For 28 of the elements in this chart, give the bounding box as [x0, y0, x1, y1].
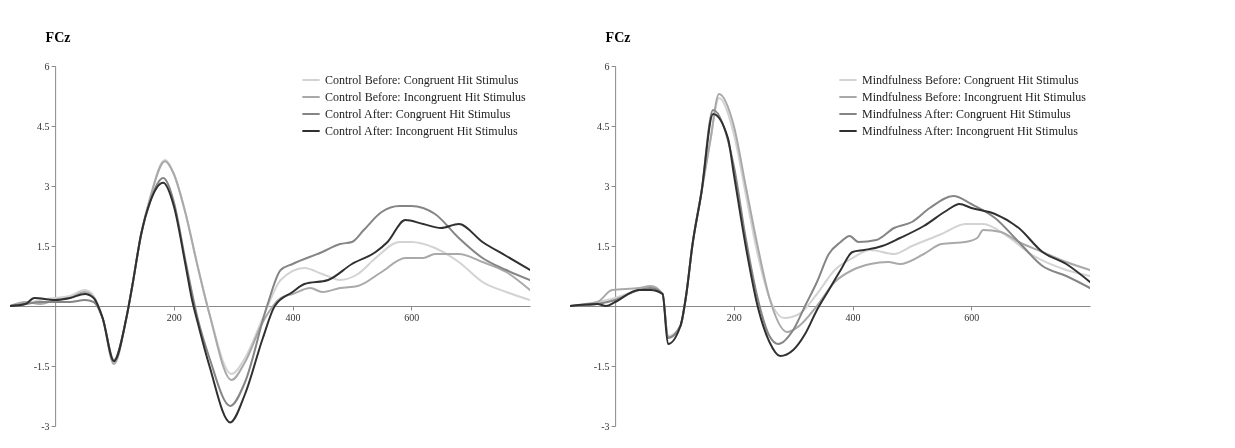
legend-label: Control After: Congruent Hit Stimulus: [325, 107, 511, 121]
x-tick-label: 600: [404, 311, 420, 323]
x-tick-label: 600: [964, 311, 980, 323]
legend-label: Mindfulness After: Congruent Hit Stimulus: [862, 107, 1071, 121]
y-tick-label: -3: [601, 420, 610, 432]
y-tick-label: -3: [41, 420, 50, 432]
legend-label: Mindfulness After: Incongruent Hit Stimulus: [862, 124, 1079, 138]
y-tick-label: 6: [604, 60, 610, 72]
legend-label: Mindfulness Before: Incongruent Hit Stimulus: [862, 90, 1087, 104]
legend-label: Control Before: Incongruent Hit Stimulus: [325, 90, 526, 104]
y-tick-label: 4.5: [37, 120, 50, 132]
y-tick-label: -1.5: [33, 360, 50, 372]
y-tick-label: 6: [44, 60, 50, 72]
x-tick-label: 200: [166, 311, 182, 323]
x-tick-label: 400: [845, 311, 861, 323]
y-axis-title: FCz: [605, 29, 631, 45]
y-tick-label: -1.5: [593, 360, 610, 372]
y-tick-label: 3: [44, 180, 50, 192]
y-tick-label: 1.5: [597, 240, 610, 252]
y-tick-label: 4.5: [597, 120, 610, 132]
y-tick-label: 3: [604, 180, 610, 192]
legend-label: Mindfulness Before: Congruent Hit Stimulus: [862, 73, 1079, 87]
y-tick-label: 1.5: [37, 240, 50, 252]
x-tick-label: 200: [726, 311, 742, 323]
legend-label: Control After: Incongruent Hit Stimulus: [325, 124, 518, 138]
x-tick-label: 400: [285, 311, 301, 323]
legend-label: Control Before: Congruent Hit Stimulus: [325, 73, 519, 87]
y-axis-title: FCz: [45, 29, 71, 45]
